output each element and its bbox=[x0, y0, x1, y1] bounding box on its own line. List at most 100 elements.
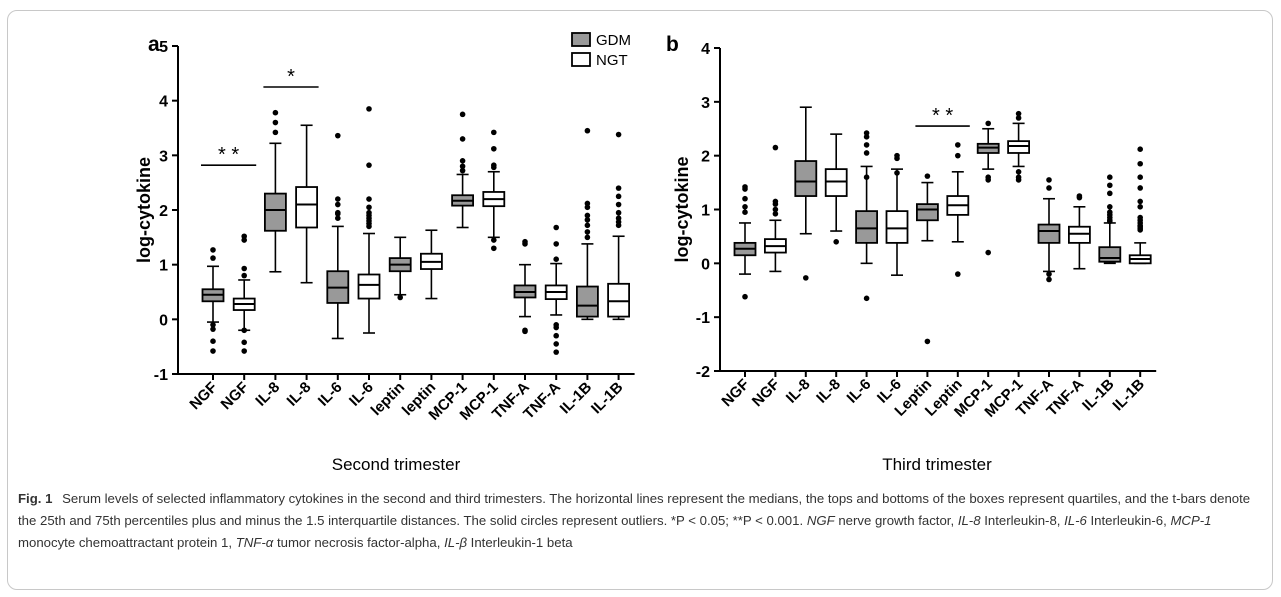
outlier-point bbox=[335, 196, 341, 202]
y-tick-label: 4 bbox=[159, 94, 168, 111]
outlier-point bbox=[894, 155, 900, 162]
box-body bbox=[607, 282, 630, 318]
caption-abbreviations: NGF nerve growth factor, IL-8 Interleuki… bbox=[18, 513, 1211, 550]
outlier-point bbox=[1137, 227, 1143, 233]
box-body bbox=[295, 186, 319, 229]
box-body bbox=[794, 160, 818, 197]
outlier-point bbox=[985, 120, 991, 127]
y-tick-label: -2 bbox=[696, 364, 710, 381]
outlier-point bbox=[803, 275, 809, 281]
outlier-point bbox=[955, 142, 961, 148]
caption-abbr: MCP-1 bbox=[1170, 513, 1212, 529]
outlier-point bbox=[491, 145, 497, 152]
outlier-point bbox=[615, 193, 622, 200]
caption-abbr-desc: tumor necrosis factor-alpha, bbox=[273, 535, 441, 551]
caption-abbr-desc: Interleukin-6, bbox=[1086, 513, 1167, 529]
caption-label: Fig. 1 bbox=[18, 491, 53, 506]
outlier-point bbox=[1046, 276, 1052, 283]
x-tick-label: IL-8 bbox=[783, 376, 814, 407]
outlier-point bbox=[366, 223, 372, 230]
outlier-point bbox=[1046, 271, 1052, 277]
outlier-point bbox=[241, 327, 247, 334]
y-tick-label: 4 bbox=[701, 41, 710, 58]
box-body bbox=[263, 192, 287, 232]
caption-abbr-desc: monocyte chemoattractant protein 1, bbox=[18, 535, 233, 551]
outlier-point bbox=[1107, 182, 1113, 189]
x-tick-label: NGF bbox=[218, 379, 252, 413]
y-tick-label: 1 bbox=[159, 258, 168, 275]
outlier-point bbox=[459, 163, 466, 170]
caption-abbr-desc: Interleukin-1 beta bbox=[467, 535, 573, 551]
outlier-point bbox=[522, 328, 528, 335]
legend-label: GDM bbox=[596, 32, 631, 49]
outlier-point bbox=[335, 211, 341, 217]
x-tick-label: IL-1B bbox=[588, 379, 627, 418]
outlier-point bbox=[241, 339, 247, 346]
outlier-point bbox=[1046, 185, 1052, 191]
box-body bbox=[1037, 223, 1061, 244]
x-axis-label: Second trimester bbox=[332, 455, 461, 474]
x-tick-label: leptin bbox=[368, 379, 408, 419]
outlier-point bbox=[553, 256, 559, 263]
outlier-point bbox=[742, 186, 748, 192]
figure-svg: a -1 0 1 2 3 4 5 log-cytokine Second trimester NGF… bbox=[134, 32, 1157, 474]
outlier-point bbox=[584, 200, 591, 207]
y-tick-label: 1 bbox=[701, 203, 710, 220]
outlier-point bbox=[924, 173, 931, 179]
outlier-point bbox=[553, 349, 559, 355]
outlier-point bbox=[955, 271, 961, 277]
outlier-point bbox=[553, 241, 559, 247]
outlier-point bbox=[615, 201, 622, 208]
outlier-point bbox=[210, 348, 216, 354]
caption-abbr: IL-β bbox=[444, 535, 468, 551]
outlier-point bbox=[772, 201, 779, 207]
outlier-point bbox=[366, 204, 372, 211]
outlier-point bbox=[1137, 198, 1143, 205]
caption-abbr: TNF-α bbox=[235, 535, 274, 551]
y-tick-label: 3 bbox=[701, 95, 710, 112]
outlier-point bbox=[1015, 177, 1022, 183]
outlier-point bbox=[772, 206, 779, 213]
y-tick-label: 0 bbox=[159, 312, 168, 329]
box-body bbox=[824, 168, 848, 197]
outlier-point bbox=[366, 106, 372, 112]
outlier-point bbox=[459, 136, 466, 142]
outlier-point bbox=[459, 111, 466, 118]
outlier-point bbox=[772, 144, 779, 151]
outlier-point bbox=[584, 234, 591, 241]
outlier-point bbox=[615, 131, 622, 138]
outlier-point bbox=[491, 129, 497, 136]
outlier-point bbox=[615, 222, 622, 229]
outlier-point bbox=[553, 224, 559, 231]
x-tick-label: IL-8 bbox=[813, 376, 844, 407]
outlier-point bbox=[272, 129, 279, 136]
caption-abbr-desc: Interleukin-8, bbox=[980, 513, 1061, 529]
outlier-point bbox=[1137, 146, 1143, 153]
y-axis-label: log-cytokine bbox=[672, 156, 692, 262]
outlier-point bbox=[863, 150, 870, 156]
outlier-point bbox=[615, 185, 622, 191]
outlier-point bbox=[491, 245, 497, 252]
outlier-point bbox=[1107, 174, 1113, 180]
outlier-point bbox=[584, 212, 591, 219]
outlier-point bbox=[1015, 169, 1022, 175]
box-body bbox=[885, 210, 909, 244]
outlier-point bbox=[742, 204, 748, 210]
y-axis-label: log-cytokine bbox=[134, 157, 154, 263]
outlier-point bbox=[491, 164, 497, 171]
outlier-point bbox=[584, 229, 591, 235]
outlier-point bbox=[553, 332, 559, 339]
outlier-point bbox=[397, 294, 404, 301]
outlier-point bbox=[210, 338, 216, 345]
outlier-point bbox=[210, 247, 216, 253]
outlier-point bbox=[241, 265, 247, 272]
outlier-point bbox=[210, 322, 216, 328]
outlier-point bbox=[863, 295, 870, 302]
outlier-point bbox=[742, 209, 748, 215]
outlier-point bbox=[1076, 194, 1083, 201]
significance-label: * bbox=[287, 66, 295, 88]
caption-abbr: IL-8 bbox=[957, 513, 981, 529]
x-tick-label: IL-8 bbox=[252, 379, 283, 410]
outlier-point bbox=[241, 348, 247, 354]
outlier-point bbox=[1015, 115, 1022, 121]
